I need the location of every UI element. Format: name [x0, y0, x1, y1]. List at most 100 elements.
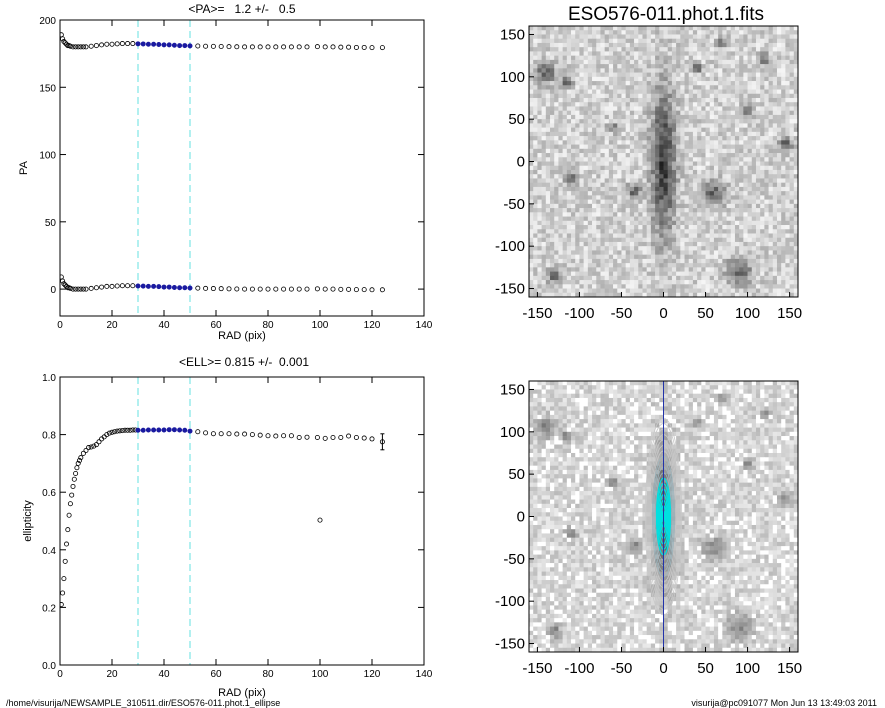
image-pixel: [583, 123, 589, 128]
image-pixel: [583, 165, 589, 171]
image-pixel: [684, 246, 690, 251]
image-pixel: [587, 178, 593, 183]
image-pixel: [667, 136, 673, 141]
image-pixel: [772, 195, 778, 200]
image-pixel: [545, 389, 551, 394]
image-pixel: [541, 89, 547, 95]
image-pixel: [734, 389, 740, 394]
image-pixel: [692, 136, 698, 141]
image-pixel: [722, 280, 727, 285]
image-pixel: [583, 220, 589, 226]
image-pixel: [617, 241, 622, 247]
image-pixel: [697, 246, 702, 251]
image-pixel: [718, 144, 723, 150]
image-pixel: [655, 275, 660, 281]
image-pixel: [646, 26, 652, 31]
image-pixel: [697, 385, 702, 390]
image-pixel: [566, 64, 572, 69]
image-pixel: [575, 165, 580, 171]
image-pixel: [625, 26, 631, 31]
image-pixel: [634, 410, 639, 416]
image-pixel: [684, 186, 690, 192]
image-pixel: [529, 225, 534, 230]
image-pixel: [772, 280, 778, 285]
image-pixel: [764, 389, 769, 394]
image-pixel: [793, 64, 798, 69]
image-pixel: [634, 102, 639, 107]
image-pixel: [566, 381, 572, 386]
data-point: [78, 286, 84, 292]
image-pixel: [554, 182, 559, 188]
image-pixel: [667, 199, 673, 205]
data-point: [171, 42, 177, 48]
image-pixel: [713, 292, 719, 297]
image-pixel: [680, 144, 685, 150]
image-pixel: [755, 381, 761, 386]
image-pixel: [642, 42, 647, 48]
image-pixel: [713, 102, 719, 107]
image-pixel: [541, 199, 547, 205]
image-pixel: [747, 284, 753, 289]
image-pixel: [634, 208, 639, 213]
image-pixel: [713, 410, 719, 416]
image-pixel: [688, 51, 694, 56]
image-pixel: [755, 284, 761, 289]
image-pixel: [793, 397, 798, 403]
image-pixel: [734, 237, 740, 243]
image-pixel: [634, 225, 639, 230]
contour-image: [529, 381, 798, 652]
image-pixel: [650, 76, 656, 82]
image-pixel: [571, 263, 576, 268]
image-pixel: [768, 136, 774, 141]
image-pixel: [734, 275, 740, 281]
image-pixel: [760, 26, 765, 31]
image-pixel: [613, 393, 618, 399]
image-pixel: [726, 195, 732, 200]
image-pixel: [768, 169, 774, 175]
image-pixel: [608, 140, 614, 145]
image-pixel: [537, 258, 542, 264]
image-pixel: [541, 165, 547, 171]
image-pixel: [592, 393, 597, 399]
x-tick-label: -50: [611, 305, 633, 322]
image-pixel: [571, 208, 576, 213]
image-pixel: [705, 157, 711, 162]
image-pixel: [642, 131, 647, 137]
image-pixel: [709, 68, 715, 73]
image-pixel: [755, 246, 761, 251]
image-pixel: [558, 410, 563, 416]
image-pixel: [613, 220, 618, 226]
image-pixel: [541, 144, 547, 150]
image-pixel: [743, 203, 748, 209]
data-point: [114, 41, 120, 47]
data-point: [203, 43, 209, 49]
image-pixel: [760, 229, 765, 234]
image-pixel: [709, 208, 715, 213]
image-pixel: [613, 174, 618, 179]
y-tick-label: 150: [500, 26, 525, 43]
image-pixel: [734, 385, 740, 390]
image-pixel: [722, 72, 727, 78]
image-pixel: [768, 258, 774, 264]
image-pixel: [529, 195, 534, 200]
image-pixel: [684, 68, 690, 73]
image-pixel: [730, 59, 736, 65]
image-pixel: [575, 97, 580, 103]
image-pixel: [558, 153, 563, 158]
image-pixel: [596, 241, 601, 247]
image-pixel: [772, 414, 778, 420]
image-pixel: [755, 280, 761, 285]
image-pixel: [781, 97, 786, 103]
image-pixel: [629, 106, 635, 111]
image-pixel: [604, 81, 610, 86]
image-pixel: [545, 42, 551, 48]
image-pixel: [747, 68, 753, 73]
image-pixel: [739, 402, 744, 407]
image-pixel: [781, 110, 786, 116]
image-pixel: [705, 271, 711, 277]
image-pixel: [760, 186, 765, 192]
image-pixel: [596, 153, 601, 158]
y-tick-label: -100: [495, 238, 525, 255]
image-pixel: [739, 140, 744, 145]
image-pixel: [776, 169, 782, 175]
